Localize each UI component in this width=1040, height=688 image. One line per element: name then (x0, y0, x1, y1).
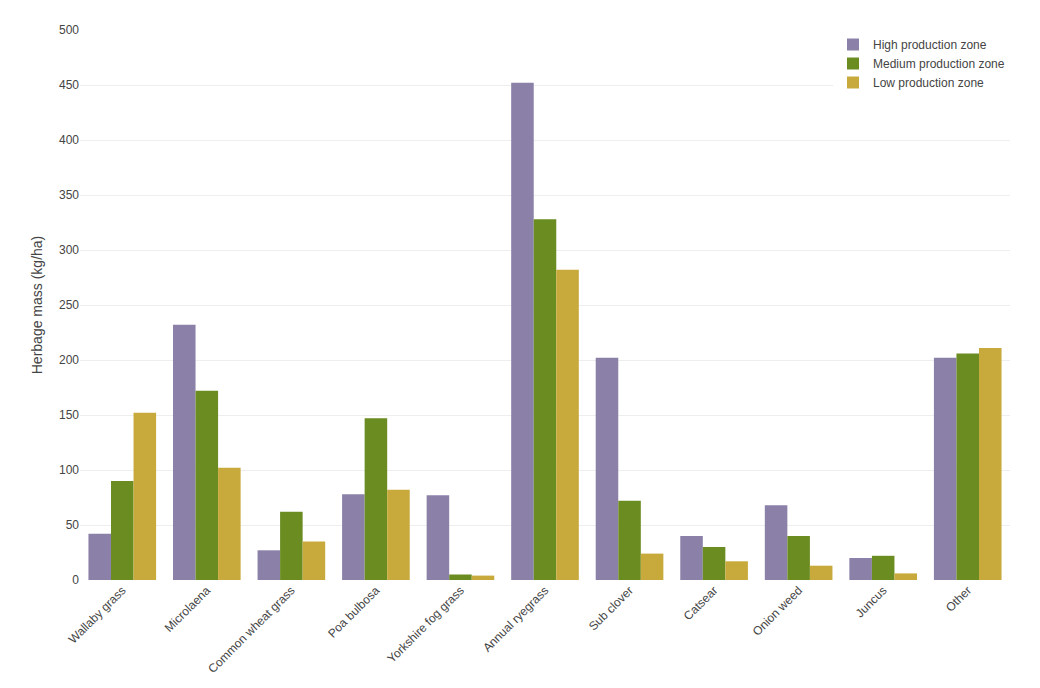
svg-text:500: 500 (59, 23, 79, 37)
svg-text:250: 250 (59, 298, 79, 312)
svg-text:100: 100 (59, 463, 79, 477)
svg-text:400: 400 (59, 133, 79, 147)
svg-text:300: 300 (59, 243, 79, 257)
svg-text:Catsear: Catsear (681, 583, 721, 623)
svg-text:Common wheat grass: Common wheat grass (205, 583, 297, 675)
svg-text:Sub clover: Sub clover (586, 583, 636, 633)
svg-text:200: 200 (59, 353, 79, 367)
svg-text:Low production zone: Low production zone (873, 76, 984, 90)
svg-text:Poa bulbosa: Poa bulbosa (325, 583, 382, 640)
svg-text:50: 50 (66, 518, 80, 532)
svg-text:Herbage mass (kg/ha): Herbage mass (kg/ha) (29, 236, 45, 375)
svg-text:Medium production zone: Medium production zone (873, 57, 1005, 71)
svg-text:Wallaby grass: Wallaby grass (66, 583, 129, 646)
svg-text:Yorkshire fog grass: Yorkshire fog grass (385, 583, 467, 665)
svg-text:350: 350 (59, 188, 79, 202)
svg-text:450: 450 (59, 78, 79, 92)
svg-text:High production zone: High production zone (873, 38, 987, 52)
svg-text:0: 0 (72, 573, 79, 587)
svg-text:Juncus: Juncus (853, 583, 890, 620)
svg-text:Other: Other (943, 583, 974, 614)
svg-text:Onion weed: Onion weed (750, 583, 805, 638)
svg-text:150: 150 (59, 408, 79, 422)
svg-text:Annual ryegrass: Annual ryegrass (480, 583, 551, 654)
svg-text:Microlaena: Microlaena (162, 583, 214, 635)
